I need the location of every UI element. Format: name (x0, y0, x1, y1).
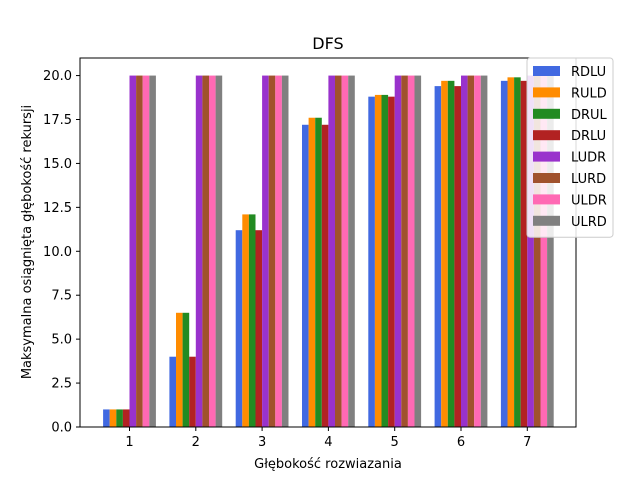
y-axis: 0.0 2.5 5.0 7.5 10.0 12.5 15.0 17.5 20.0 (43, 69, 80, 436)
legend-swatch-drul (533, 108, 560, 119)
bar-ludr-6 (461, 75, 468, 427)
bar-ulrd-5 (414, 75, 422, 427)
bar-drul-7 (514, 77, 521, 427)
bar-ludr-2 (195, 75, 203, 427)
legend-swatch-ruld (533, 87, 560, 98)
legend-swatch-ludr (533, 151, 560, 162)
y-tick-label: 15.0 (43, 157, 72, 172)
x-axis: 1 2 3 4 5 6 7 (125, 427, 531, 450)
legend-label-rdlu: RDLU (571, 65, 606, 80)
bar-uldr-4 (341, 75, 349, 427)
bar-rdlu-5 (368, 96, 375, 427)
x-tick-label: 5 (391, 435, 399, 450)
bar-ulrd-7 (547, 75, 554, 427)
legend-swatch-uldr (533, 194, 560, 205)
y-tick-label: 17.5 (43, 113, 72, 128)
y-tick-label: 20.0 (43, 69, 72, 84)
bar-lurd-7 (533, 75, 541, 427)
bar-drul-6 (447, 80, 455, 427)
bar-lurd-6 (467, 75, 475, 427)
x-tick-label: 1 (125, 435, 133, 450)
legend-label-drul: DRUL (571, 108, 608, 123)
bar-drlu-7 (520, 80, 528, 427)
x-tick-label: 3 (258, 435, 266, 450)
bar-drul-5 (381, 94, 389, 428)
bar-ulrd-6 (480, 75, 488, 427)
bar-drlu-5 (388, 96, 395, 427)
bar-ludr-4 (328, 75, 335, 427)
bar-ludr-7 (527, 75, 534, 427)
bar-uldr-6 (474, 75, 481, 427)
legend-label-ruld: RULD (571, 86, 607, 101)
bar-ruld-5 (374, 94, 382, 428)
x-tick-label: 6 (457, 435, 465, 450)
bar-ruld-2 (176, 312, 183, 427)
bar-uldr-7 (540, 75, 548, 427)
legend-swatch-drlu (533, 130, 560, 141)
bar-rdlu-3 (235, 230, 243, 427)
bar-rdlu-7 (500, 80, 508, 427)
x-tick-label: 2 (192, 435, 200, 450)
bar-uldr-5 (407, 75, 415, 427)
bar-ludr-3 (262, 75, 269, 427)
y-axis-label: Maksymalna osiągnięta głębokość rekursji (20, 105, 35, 379)
legend-frame (526, 57, 614, 238)
legend-label-ulrd: ULRD (571, 215, 607, 230)
bar-ludr-5 (394, 75, 402, 427)
y-tick-label: 5.0 (51, 333, 72, 348)
bar-ulrd-1 (149, 75, 156, 427)
bar-uldr-3 (275, 75, 282, 427)
bar-ruld-1 (109, 409, 117, 427)
x-tick-label: 4 (324, 435, 332, 450)
bar-drlu-2 (189, 356, 196, 427)
bar-lurd-5 (401, 75, 408, 427)
bar-ulrd-4 (348, 75, 355, 427)
legend-swatch-rdlu (533, 66, 560, 76)
bars-group (103, 75, 554, 428)
bar-ruld-7 (507, 77, 515, 427)
legend-label-uldr: ULDR (571, 193, 607, 208)
bar-drlu-4 (321, 124, 329, 428)
y-tick-label: 12.5 (43, 201, 72, 216)
legend-swatch-lurd (533, 173, 560, 183)
bar-drul-4 (315, 117, 322, 428)
y-tick-label: 7.5 (51, 289, 72, 304)
bar-drul-3 (248, 214, 256, 427)
bar-uldr-2 (209, 75, 216, 427)
bar-lurd-3 (268, 75, 276, 427)
bar-lurd-4 (335, 75, 342, 427)
bar-ludr-1 (129, 75, 137, 427)
y-tick-label: 2.5 (51, 377, 72, 392)
bar-drlu-6 (454, 86, 461, 428)
legend: RDLU RULD DRUL DRLU LUDR LURD ULDR ULRD (526, 57, 614, 238)
bar-rdlu-6 (434, 86, 442, 428)
y-tick-label: 10.0 (43, 245, 72, 260)
bar-ruld-6 (441, 80, 448, 427)
bar-ulrd-2 (215, 75, 223, 427)
x-axis-label: Głębokość rozwiazania (254, 457, 402, 472)
bar-lurd-1 (136, 75, 143, 427)
bar-rdlu-1 (103, 409, 110, 427)
bar-drlu-1 (122, 409, 130, 427)
bar-drul-2 (182, 312, 190, 427)
bar-drlu-3 (255, 230, 263, 427)
legend-label-lurd: LURD (571, 172, 606, 187)
legend-swatch-ulrd (533, 215, 560, 226)
chart-title: DFS (312, 34, 343, 53)
legend-label-ludr: LUDR (571, 151, 606, 166)
bar-rdlu-2 (169, 356, 176, 427)
bar-lurd-2 (202, 75, 209, 427)
bar-drul-1 (116, 409, 123, 427)
bar-uldr-1 (142, 75, 150, 427)
x-tick-label: 7 (523, 435, 531, 450)
bar-ruld-3 (242, 214, 249, 427)
bar-ruld-4 (308, 117, 316, 428)
bar-rdlu-4 (302, 124, 309, 428)
legend-label-drlu: DRLU (571, 129, 606, 144)
y-tick-label: 0.0 (51, 421, 72, 436)
bar-ulrd-3 (281, 75, 289, 427)
